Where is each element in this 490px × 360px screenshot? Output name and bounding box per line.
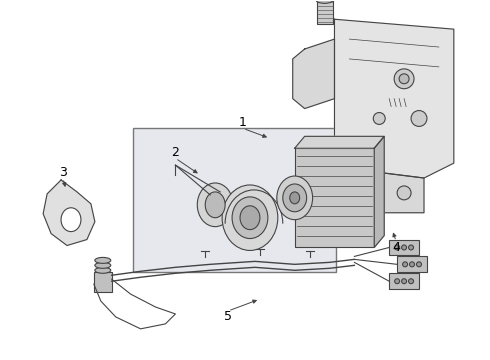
- Ellipse shape: [240, 206, 260, 230]
- Bar: [94, 272, 112, 292]
- Ellipse shape: [394, 245, 400, 250]
- Ellipse shape: [410, 262, 415, 267]
- Text: 4: 4: [392, 241, 400, 254]
- Ellipse shape: [95, 257, 111, 264]
- Ellipse shape: [205, 192, 225, 218]
- Ellipse shape: [61, 208, 81, 231]
- Text: 3: 3: [59, 166, 67, 179]
- Ellipse shape: [403, 262, 408, 267]
- Polygon shape: [335, 19, 454, 178]
- Ellipse shape: [402, 245, 407, 250]
- Ellipse shape: [222, 185, 278, 251]
- Ellipse shape: [373, 113, 385, 125]
- Ellipse shape: [290, 192, 300, 204]
- Ellipse shape: [397, 186, 411, 200]
- Ellipse shape: [394, 69, 414, 89]
- Ellipse shape: [411, 111, 427, 126]
- Bar: [317, 0, 333, 24]
- Polygon shape: [374, 136, 384, 247]
- Ellipse shape: [283, 184, 307, 212]
- Ellipse shape: [409, 245, 414, 250]
- Text: 5: 5: [224, 310, 232, 323]
- Bar: [397, 256, 427, 272]
- Polygon shape: [43, 180, 95, 246]
- Text: 1: 1: [239, 116, 247, 129]
- Ellipse shape: [416, 262, 421, 267]
- Ellipse shape: [409, 279, 414, 284]
- Text: 2: 2: [172, 146, 179, 159]
- Ellipse shape: [232, 197, 268, 239]
- Ellipse shape: [277, 176, 313, 220]
- Ellipse shape: [394, 279, 400, 284]
- Ellipse shape: [95, 267, 111, 273]
- Bar: [133, 129, 337, 272]
- Bar: [294, 148, 374, 247]
- Polygon shape: [294, 136, 384, 148]
- Ellipse shape: [197, 183, 233, 227]
- Ellipse shape: [316, 0, 334, 3]
- Bar: [389, 273, 419, 289]
- Ellipse shape: [95, 262, 111, 268]
- Polygon shape: [384, 173, 424, 213]
- Ellipse shape: [399, 74, 409, 84]
- Ellipse shape: [402, 279, 407, 284]
- Polygon shape: [293, 39, 335, 109]
- Bar: [389, 239, 419, 255]
